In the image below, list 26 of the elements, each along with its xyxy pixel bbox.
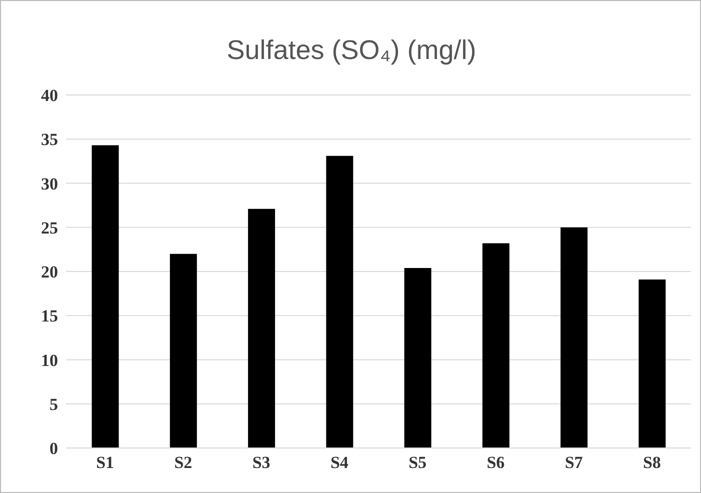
x-tick-label: S5 (408, 453, 427, 472)
y-tick-label: 15 (41, 306, 58, 326)
y-tick-label: 40 (41, 86, 58, 106)
bar (638, 279, 666, 448)
y-tick-label: 30 (41, 174, 58, 194)
x-tick-label: S1 (96, 453, 114, 472)
y-tick-label: 35 (41, 130, 58, 150)
bar (92, 145, 119, 448)
bar (560, 227, 588, 448)
y-tick-label: 5 (50, 394, 58, 414)
y-tick-label: 10 (41, 350, 58, 370)
x-tick-label: S2 (174, 453, 192, 472)
bar (326, 156, 354, 448)
y-tick-label: 25 (41, 218, 58, 238)
chart-title: Sulfates (SO₄) (mg/l) (226, 35, 478, 66)
bar (404, 268, 432, 448)
y-tick-label: 0 (50, 439, 58, 458)
x-tick-label: S7 (564, 453, 584, 472)
x-tick-label: S3 (252, 453, 270, 472)
x-tick-label: S6 (486, 453, 505, 472)
x-tick-label: S8 (642, 453, 661, 472)
x-tick-label: S4 (330, 453, 349, 472)
bar (170, 254, 197, 448)
bar (482, 243, 510, 448)
y-tick-label: 20 (41, 262, 58, 282)
bar (248, 208, 276, 448)
